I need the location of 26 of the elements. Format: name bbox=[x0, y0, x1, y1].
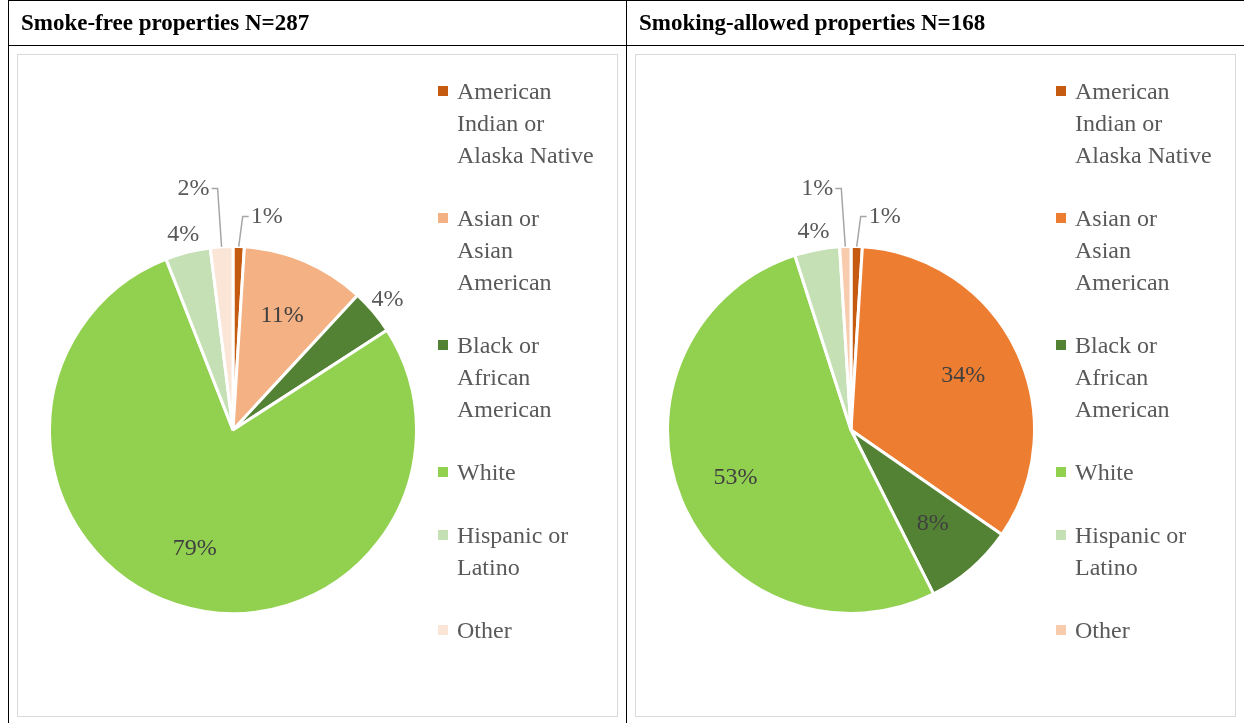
legend-label: Hispanic or Latino bbox=[1075, 521, 1188, 582]
data-label: 53% bbox=[713, 462, 758, 489]
data-label: 4% bbox=[797, 216, 830, 243]
legend-label: Other bbox=[1075, 616, 1130, 645]
legend-label: Asian or Asian American bbox=[457, 204, 553, 297]
legend-label: American Indian or Alaska Native bbox=[1075, 77, 1213, 170]
data-label: 1% bbox=[868, 201, 901, 228]
legend-label: Black or African American bbox=[457, 331, 553, 424]
data-label: 1% bbox=[801, 173, 834, 200]
legend-label: Hispanic or Latino bbox=[457, 521, 570, 582]
legend-label: Asian or Asian American bbox=[1075, 204, 1171, 297]
data-label: 79% bbox=[172, 534, 217, 561]
data-label: 4% bbox=[167, 219, 200, 246]
data-label: 2% bbox=[177, 173, 210, 200]
data-label: 11% bbox=[260, 300, 304, 327]
data-label: 8% bbox=[916, 509, 949, 536]
data-label: 34% bbox=[941, 360, 986, 387]
legend-label: White bbox=[457, 458, 516, 487]
legend-label: American Indian or Alaska Native bbox=[457, 77, 595, 170]
legend-label: White bbox=[1075, 458, 1134, 487]
legend-label: Black or African American bbox=[1075, 331, 1171, 424]
chart-title: Smoking-allowed properties N=168 bbox=[627, 1, 1244, 46]
data-label: 4% bbox=[371, 285, 404, 312]
legend-label: Other bbox=[457, 616, 512, 645]
chart-title: Smoke-free properties N=287 bbox=[9, 1, 626, 46]
data-label: 1% bbox=[250, 201, 283, 228]
